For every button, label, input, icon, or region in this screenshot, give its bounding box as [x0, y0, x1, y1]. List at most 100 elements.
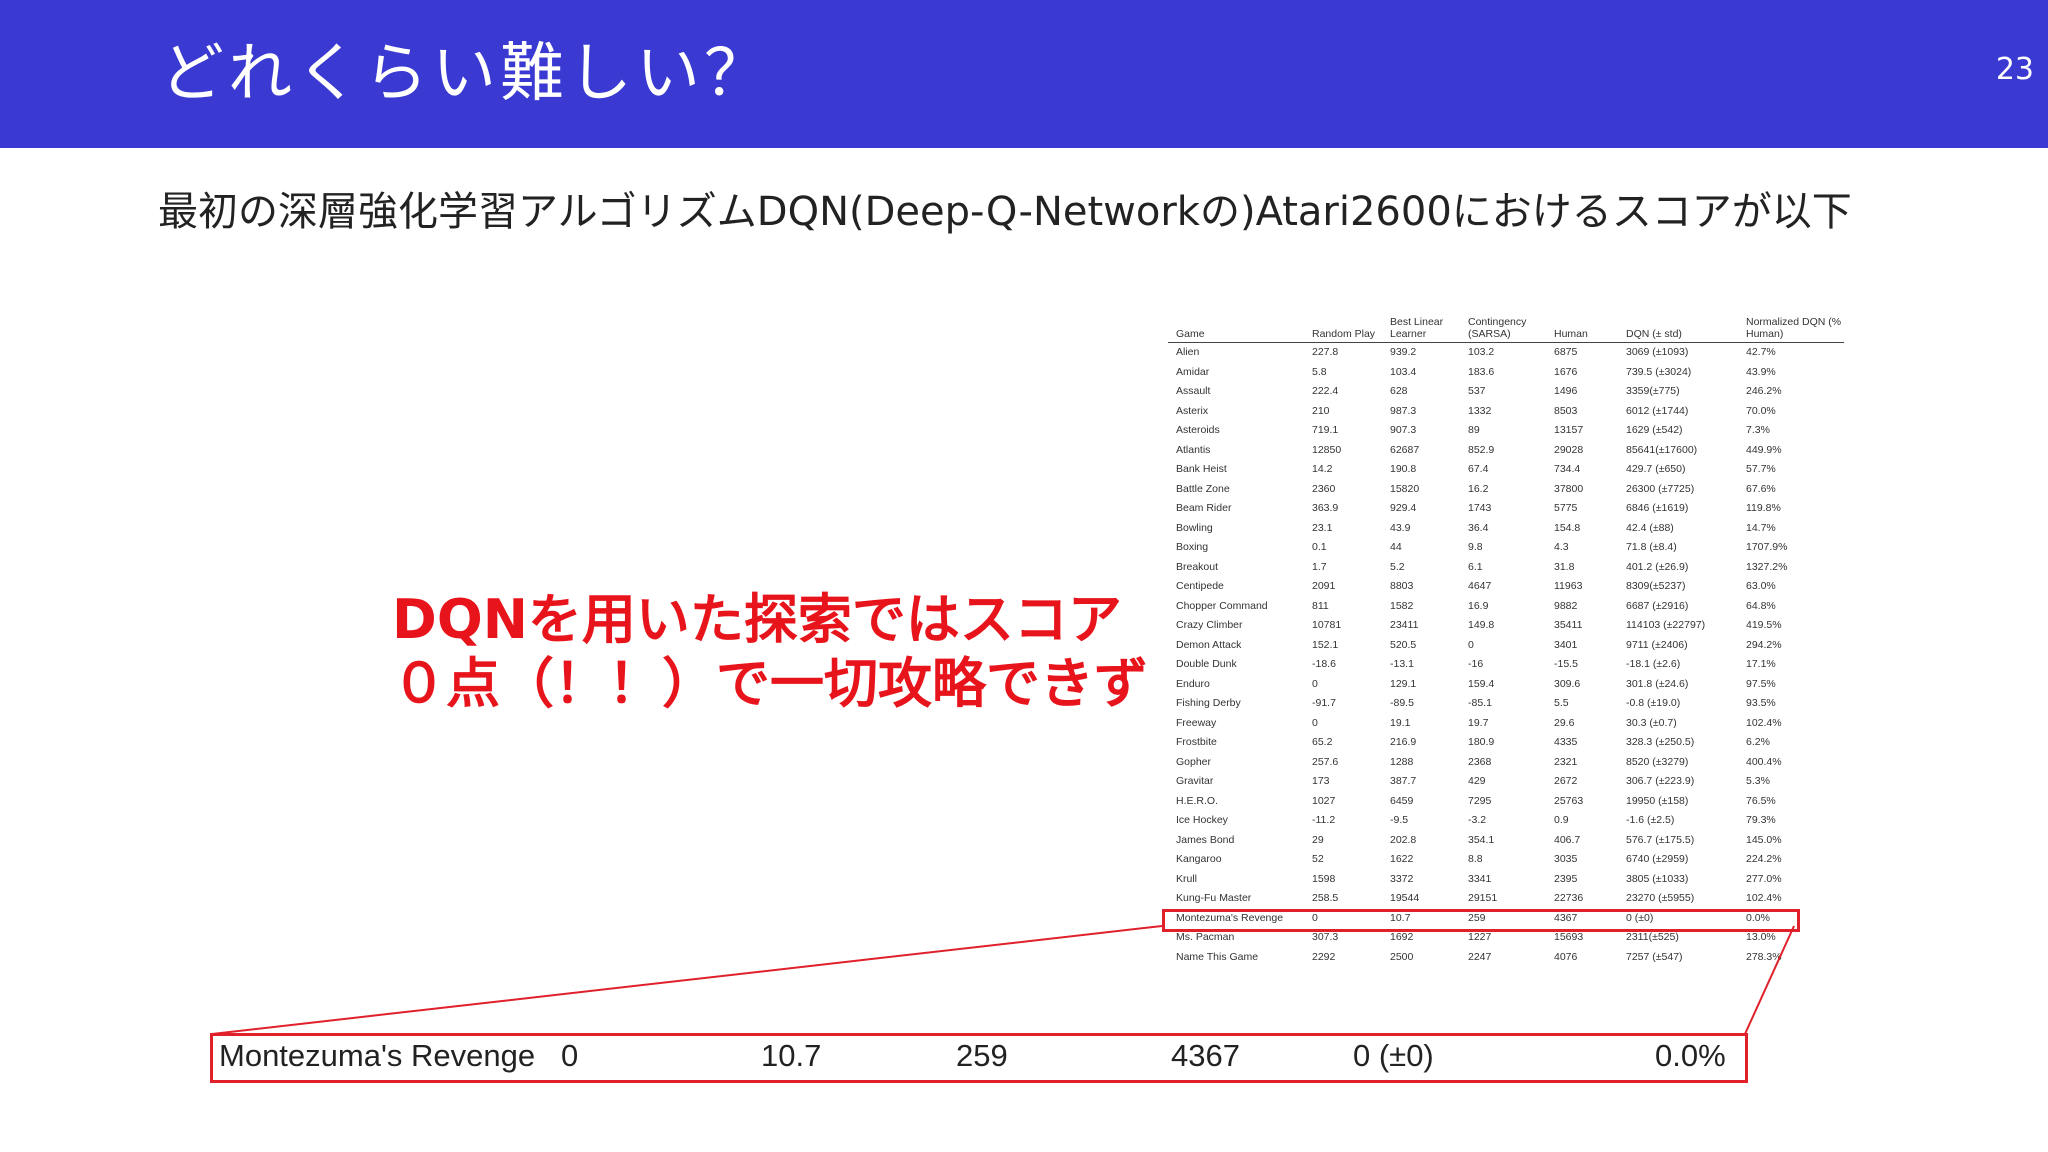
table-cell: 257.6 — [1312, 755, 1339, 768]
table-cell: 19544 — [1390, 892, 1420, 904]
table-cell: 3805 (±1033) — [1626, 872, 1689, 885]
table-cell: Centipede — [1176, 580, 1224, 592]
slide-header: どれくらい難しい？ 23 — [0, 0, 2048, 148]
table-cell: 15693 — [1554, 931, 1584, 943]
table-row: H.E.R.O. 1027 6459 7295 25763 19950 (±158) 76.… — [1168, 792, 1844, 812]
page-number: 23 — [1995, 52, 2034, 87]
table-row: Ice Hockey -11.2 -9.5 -3.2 0.9 -1.6 (±2.5) 79.… — [1168, 811, 1844, 831]
table-cell: 37800 — [1554, 482, 1584, 495]
table-cell: 449.9% — [1746, 443, 1782, 456]
table-cell: Chopper Command — [1176, 599, 1268, 612]
table-cell: 520.5 — [1390, 638, 1417, 651]
table-cell: 429 — [1468, 775, 1486, 787]
table-cell: 79.3% — [1746, 814, 1776, 826]
table-cell: 224.2% — [1746, 853, 1782, 865]
table-cell: 9711 (±2406) — [1626, 638, 1688, 651]
table-cell: 52 — [1312, 853, 1324, 865]
table-cell: 202.8 — [1390, 833, 1417, 846]
zoomed-row: Montezuma's Revenge 0 10.7 259 4367 0 (±… — [210, 1033, 1748, 1083]
table-cell: 4076 — [1554, 950, 1578, 963]
table-cell: Kangaroo — [1176, 853, 1222, 865]
table-cell: 277.0% — [1746, 872, 1782, 885]
table-cell: Name This Game — [1176, 950, 1259, 963]
table-cell: Krull — [1176, 872, 1198, 885]
table-cell: 719.1 — [1312, 424, 1339, 436]
table-body: Alien 227.8 939.2 103.2 6875 3069 (±1093) 42.7… — [1168, 343, 1844, 968]
table-cell: Amidar — [1176, 365, 1210, 378]
table-cell: -13.1 — [1390, 658, 1414, 670]
table-cell: 36.4 — [1468, 521, 1489, 534]
table-cell: 8309(±5237) — [1626, 580, 1686, 592]
table-cell: 6875 — [1554, 346, 1578, 358]
table-cell: Demon Attack — [1176, 638, 1242, 651]
table-row: Demon Attack 152.1 520.5 0 3401 9711 (±2406) 2… — [1168, 636, 1844, 656]
table-cell: 429.7 (±650) — [1626, 463, 1686, 475]
table-cell: 6740 (±2959) — [1626, 853, 1689, 865]
table-cell: 852.9 — [1468, 443, 1495, 456]
table-cell: -1.6 (±2.5) — [1626, 814, 1675, 826]
table-cell: Fishing Derby — [1176, 697, 1241, 709]
zoom-sarsa: 259 — [956, 1038, 1008, 1073]
table-cell: 8.8 — [1468, 853, 1483, 865]
table-cell: 1.7 — [1312, 560, 1327, 573]
table-cell: 7257 (±547) — [1626, 950, 1683, 963]
table-cell: 306.7 (±223.9) — [1626, 775, 1695, 787]
table-cell: 63.0% — [1746, 580, 1776, 592]
zoom-random: 0 — [561, 1038, 579, 1073]
table-cell: 102.4% — [1746, 716, 1782, 729]
table-cell: 259 — [1468, 911, 1486, 924]
table-cell: 628 — [1390, 385, 1408, 397]
table-cell: -91.7 — [1312, 697, 1336, 709]
table-cell: 0 — [1312, 677, 1318, 690]
table-cell: 406.7 — [1554, 833, 1581, 846]
table-cell: Kung-Fu Master — [1176, 892, 1252, 904]
table-row: Bowling 23.1 43.9 36.4 154.8 42.4 (±88) 14.7% — [1168, 519, 1844, 539]
score-table-figure: Game Random Play Best Linear Learner Contin… — [1168, 312, 1844, 972]
table-row: James Bond 29 202.8 354.1 406.7 576.7 (±175.5… — [1168, 831, 1844, 851]
table-cell: 2091 — [1312, 580, 1336, 592]
table-cell: 29 — [1312, 833, 1324, 846]
table-cell: 5.3% — [1746, 775, 1770, 787]
table-cell: 180.9 — [1468, 736, 1495, 748]
table-cell: 5.2 — [1390, 560, 1405, 573]
table-cell: 1582 — [1390, 599, 1414, 612]
table-cell: 301.8 (±24.6) — [1626, 677, 1689, 690]
table-cell: 537 — [1468, 385, 1486, 397]
table-cell: 19950 (±158) — [1626, 794, 1689, 807]
table-cell: 1496 — [1554, 385, 1578, 397]
table-cell: Battle Zone — [1176, 482, 1230, 495]
intro-text: 最初の深層強化学習アルゴリズムDQN(Deep-Q-Networkの)Atari… — [158, 189, 1852, 235]
table-row: Gopher 257.6 1288 2368 2321 8520 (±3279) 400.4… — [1168, 753, 1844, 773]
table-cell: 739.5 (±3024) — [1626, 365, 1692, 378]
table-cell: 35411 — [1554, 619, 1583, 631]
table-cell: 31.8 — [1554, 560, 1575, 573]
table-cell: Asterix — [1176, 404, 1209, 417]
table-row: Boxing 0.1 44 9.8 4.3 71.8 (±8.4) 1707.9% — [1168, 538, 1844, 558]
table-cell: 16.2 — [1468, 482, 1489, 495]
table-cell: 43.9% — [1746, 365, 1776, 378]
table-row: Asterix 210 987.3 1332 8503 6012 (±1744) 70.0% — [1168, 402, 1844, 422]
table-cell: 6459 — [1390, 794, 1414, 807]
table-cell: 9.8 — [1468, 541, 1483, 553]
table-cell: 152.1 — [1312, 638, 1339, 651]
table-row: Gravitar 173 387.7 429 2672 306.7 (±223.9) 5.3… — [1168, 772, 1844, 792]
table-row: Enduro 0 129.1 159.4 309.6 301.8 (±24.6) 97.5% — [1168, 675, 1844, 695]
table-cell: 3341 — [1468, 872, 1492, 885]
table-row: Krull 1598 3372 3341 2395 3805 (±1033) 277.0% — [1168, 870, 1844, 890]
table-header-cell: Normalized DQN (% Human) — [1738, 312, 1844, 343]
table-cell: -85.1 — [1468, 697, 1492, 709]
table-cell: 2672 — [1554, 775, 1578, 787]
table-cell: 26300 (±7725) — [1626, 482, 1695, 495]
table-cell: 3401 — [1554, 638, 1578, 651]
table-cell: 7.3% — [1746, 424, 1770, 436]
table-cell: Freeway — [1176, 716, 1217, 729]
table-cell: 23270 (±5955) — [1626, 892, 1695, 904]
table-cell: 5.8 — [1312, 365, 1327, 378]
table-cell: 811 — [1312, 599, 1329, 612]
table-cell: -89.5 — [1390, 697, 1414, 709]
table-cell: 159.4 — [1468, 677, 1495, 690]
table-cell: 227.8 — [1312, 346, 1339, 358]
zoom-human: 4367 — [1171, 1038, 1240, 1073]
table-cell: 145.0% — [1746, 833, 1782, 846]
table-row: Double Dunk -18.6 -13.1 -16 -15.5 -18.1 (±2.6… — [1168, 655, 1844, 675]
